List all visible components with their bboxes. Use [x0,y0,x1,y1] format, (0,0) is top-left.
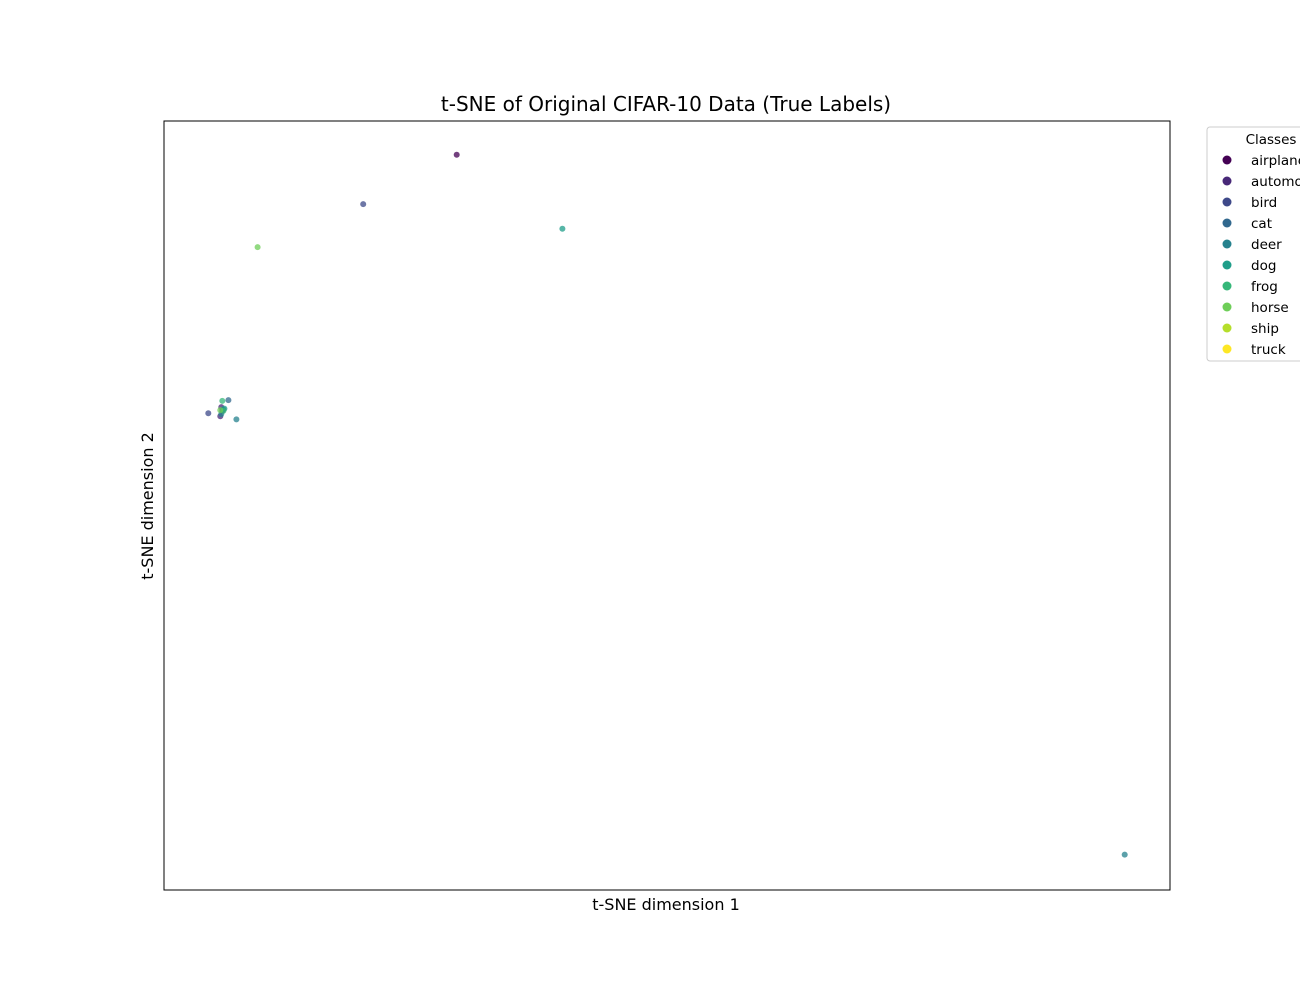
chart-title: t-SNE of Original CIFAR-10 Data (True La… [441,92,891,116]
point-bird-1 [205,410,212,417]
legend-label-truck: truck [1251,342,1286,358]
point-deer-0 [1121,851,1128,858]
point-cat-0 [225,397,232,404]
legend-marker-bird [1222,197,1232,207]
legend-marker-airplane [1222,155,1232,165]
legend-label-frog: frog [1251,279,1278,295]
legend-title: Classes [1246,132,1297,148]
legend-marker-ship [1222,323,1232,333]
legend-label-horse: horse [1251,300,1289,316]
plot-frame [163,120,1171,891]
legend-marker-cat [1222,218,1232,228]
point-deer-1 [233,416,240,423]
legend-marker-deer [1222,239,1232,249]
point-horse-1 [217,407,224,414]
legend-label-bird: bird [1251,195,1277,211]
legend-marker-automobile [1222,176,1232,186]
points-layer [205,151,1128,858]
legend-marker-horse [1222,302,1232,312]
y-axis-label: t-SNE dimension 2 [138,432,157,580]
legend-label-cat: cat [1251,216,1272,232]
point-bird-0 [360,201,367,208]
point-airplane-0 [453,151,460,158]
legend-marker-frog [1222,281,1232,291]
legend-entries: airplane automobile bird cat deer dog frog hors… [1222,153,1300,358]
point-frog-0 [219,397,226,404]
legend-label-ship: ship [1251,321,1279,337]
legend-label-airplane: airplane [1251,153,1300,169]
point-horse-0 [254,244,261,251]
legend-label-deer: deer [1251,237,1282,253]
legend-marker-dog [1222,260,1232,270]
x-axis-label: t-SNE dimension 1 [592,895,740,914]
legend-label-dog: dog [1251,258,1276,274]
legend-label-automobile: automobile [1251,174,1300,190]
plot-area [163,120,1171,891]
point-dog-0 [559,225,566,232]
legend-frame [1206,126,1300,362]
legend-marker-truck [1222,344,1232,354]
legend: Classes airplane automobile bird cat deer dog… [1206,126,1300,362]
